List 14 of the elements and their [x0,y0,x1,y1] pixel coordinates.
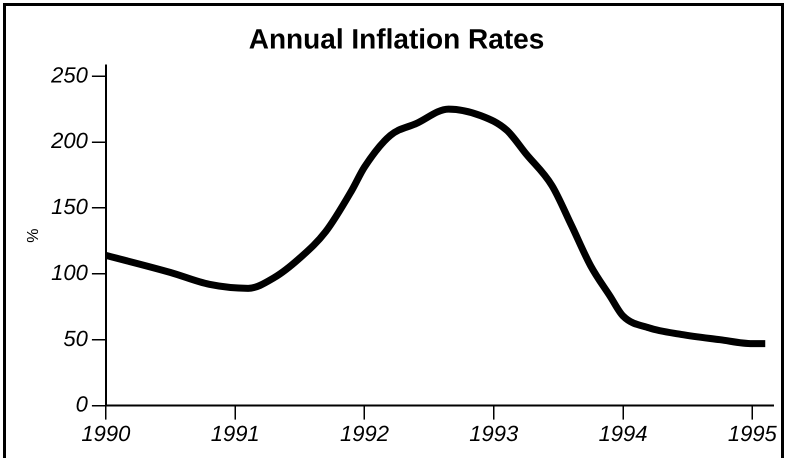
y-axis-title: % [25,228,42,243]
x-tick-label: 1993 [469,420,519,446]
y-tick-label: 50 [63,326,89,351]
x-tick-label: 1995 [728,420,778,446]
x-tick-label: 1990 [81,420,132,446]
y-tick-label: 200 [50,128,89,154]
y-tick-label: 250 [50,62,89,88]
y-tick-label: 100 [51,260,89,285]
y-tick-label: 150 [51,194,89,220]
chart-title: Annual Inflation Rates [248,24,544,55]
y-tick-label: 0 [76,392,89,417]
x-tick-label: 1992 [340,420,389,446]
x-tick-label: 1994 [598,420,648,446]
x-tick-label: 1991 [210,420,260,446]
